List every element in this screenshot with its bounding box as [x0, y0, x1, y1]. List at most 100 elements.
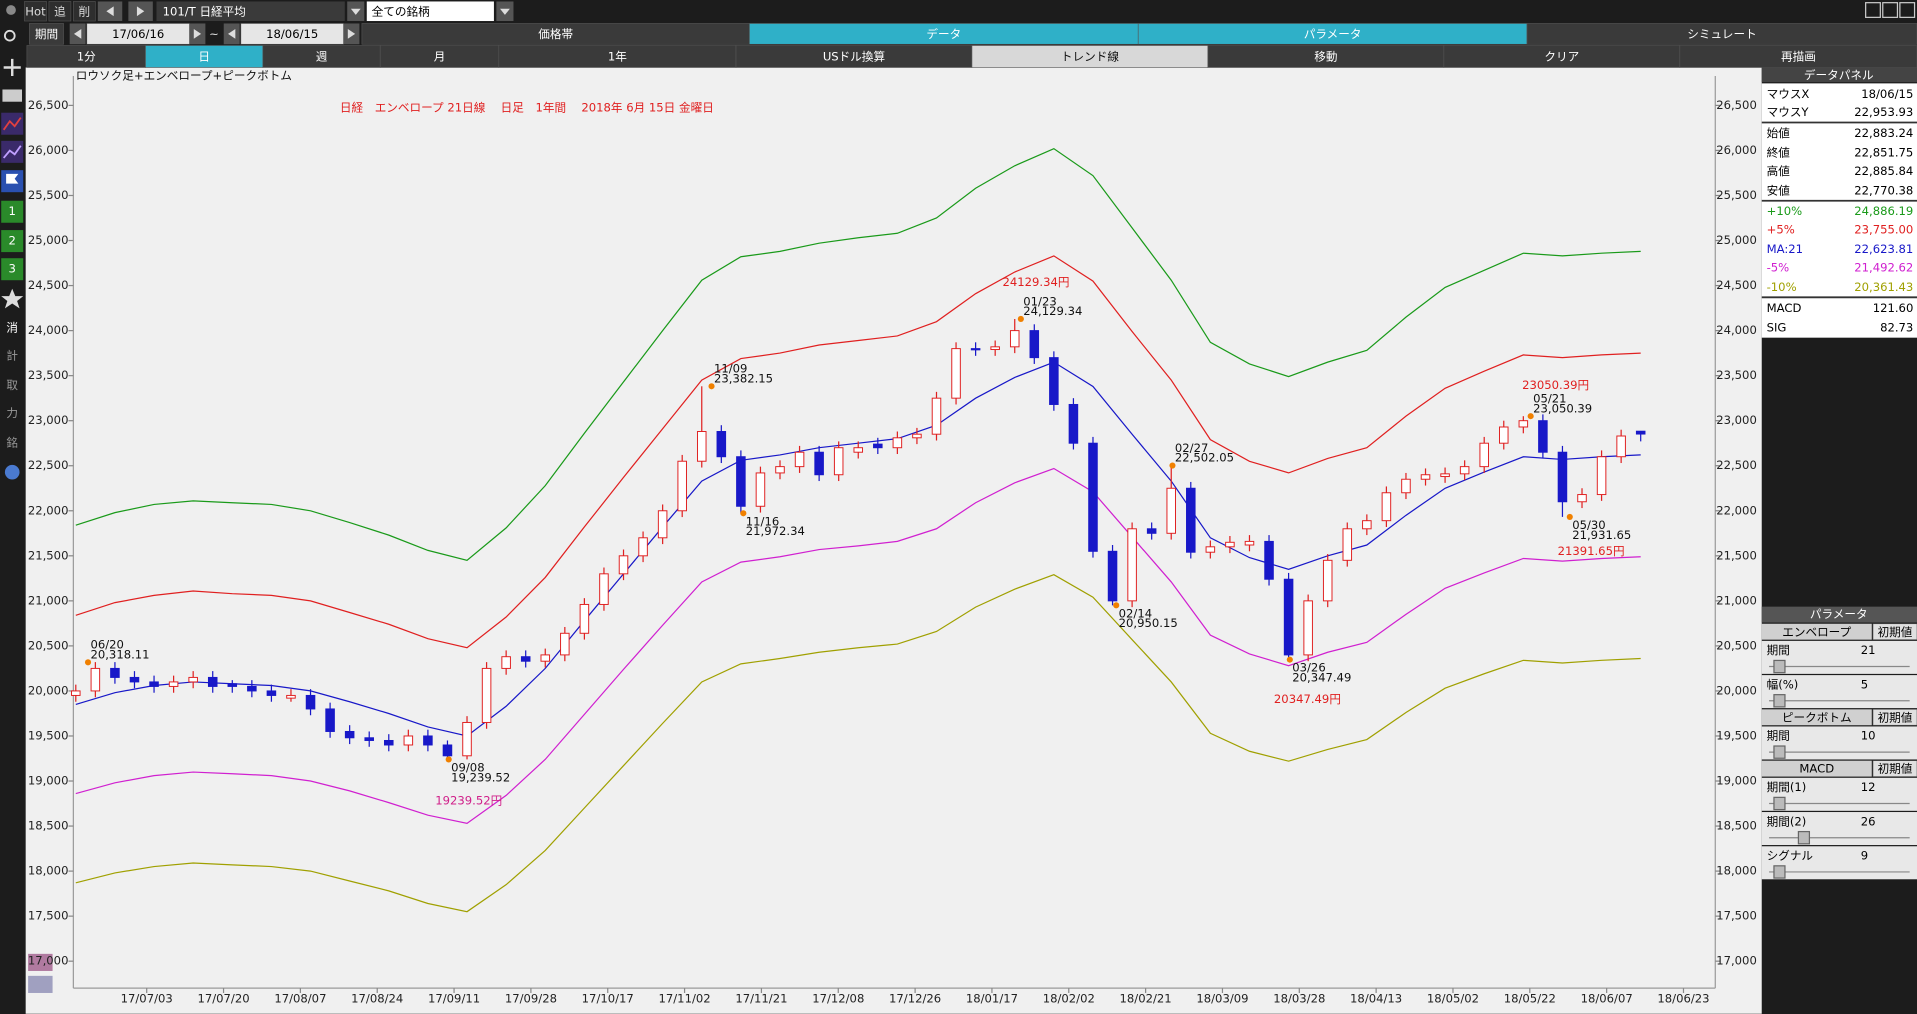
search-icon[interactable] — [3, 29, 16, 42]
arrow-icon — [193, 28, 202, 39]
interval-button-label: 移動 — [1314, 50, 1337, 64]
toolbar-button[interactable] — [48, 1, 72, 22]
interval-button[interactable] — [1679, 45, 1917, 68]
tool-box[interactable] — [1, 230, 24, 253]
arrow-icon — [228, 28, 236, 39]
cross-icon[interactable] — [3, 58, 21, 77]
star-icon[interactable] — [1, 288, 24, 309]
x-tick-label: 17/09/11 — [428, 992, 480, 1006]
slider-thumb[interactable] — [1773, 865, 1786, 879]
toolbar-button[interactable] — [24, 1, 47, 22]
peak-marker — [1566, 513, 1573, 520]
slider-thumb[interactable] — [1773, 745, 1786, 759]
param-row — [1761, 777, 1917, 811]
reset-button[interactable] — [1872, 709, 1917, 726]
bottom-icon[interactable] — [28, 953, 53, 971]
peak-date: 11/09 — [714, 362, 747, 376]
y-tick-label: 25,500 — [28, 188, 69, 202]
x-tick-label: 17/11/02 — [659, 992, 711, 1006]
window-button[interactable] — [1865, 2, 1881, 18]
param-title: パラメータ — [1810, 607, 1868, 621]
slider-thumb[interactable] — [1773, 659, 1786, 674]
reset-button[interactable] — [1872, 760, 1917, 777]
y-tick-label: 18,000 — [1716, 864, 1757, 878]
x-tick-label: 17/07/20 — [197, 992, 249, 1006]
candle-body — [912, 433, 922, 439]
candle-body — [716, 431, 727, 458]
interval-button-label: USドル換算 — [823, 50, 885, 64]
y-tick-label: 22,000 — [1716, 503, 1757, 517]
universe-box[interactable] — [366, 1, 494, 22]
peak-marker — [1527, 413, 1534, 420]
date-from[interactable] — [86, 23, 190, 45]
side-tool: 計 — [6, 349, 18, 363]
tab[interactable] — [1526, 23, 1917, 45]
y-tick-label: 22,000 — [28, 503, 69, 517]
interval-button-label: 1分 — [77, 50, 96, 64]
peak-date: 06/20 — [90, 638, 123, 652]
slider-thumb[interactable] — [1797, 830, 1811, 845]
chart-bg — [25, 67, 1762, 1014]
peak-label: 24,129.34 — [1023, 304, 1082, 318]
tool-box[interactable] — [1, 200, 24, 223]
universe-text: 全ての銘柄 — [372, 4, 430, 18]
bulb-icon[interactable] — [6, 5, 16, 15]
peak-date: 05/30 — [1572, 518, 1605, 532]
candle-body — [931, 397, 942, 435]
panel-value: 21,492.62 — [1854, 260, 1913, 274]
candle-body — [1420, 474, 1431, 480]
panel-label: MA:21 — [1767, 242, 1803, 256]
tool-box[interactable] — [1, 258, 24, 281]
candle-body — [403, 735, 414, 746]
y-tick-label: 17,500 — [1716, 909, 1757, 923]
dropdown-icon — [500, 8, 510, 15]
panel-label: -10% — [1767, 280, 1797, 294]
x-tick-label: 17/07/03 — [121, 992, 173, 1006]
arrow-icon — [73, 28, 82, 39]
slider-thumb[interactable] — [1773, 796, 1786, 811]
candle-body — [833, 447, 844, 476]
group-name: MACD — [1799, 762, 1834, 776]
panel-value: 22,953.93 — [1854, 105, 1913, 119]
param-value: 21 — [1861, 643, 1876, 657]
param-label: 期間(2) — [1767, 814, 1807, 828]
date-to[interactable] — [240, 23, 344, 45]
panel-label: +5% — [1767, 223, 1795, 237]
candle-body — [1244, 540, 1255, 546]
panel-value: 82.73 — [1880, 320, 1913, 334]
panel-label: SIG — [1767, 320, 1787, 334]
candle-body — [1127, 528, 1137, 602]
callout: 24129.34円 — [1003, 275, 1070, 289]
side-tool: 1 — [9, 204, 16, 218]
candle-body — [696, 431, 707, 462]
candle-body — [618, 555, 629, 575]
peak-label: 20,950.15 — [1119, 616, 1178, 630]
candle-body — [442, 744, 453, 757]
slider-thumb[interactable] — [1773, 694, 1786, 708]
interval-button-label: クリア — [1544, 50, 1579, 64]
reset-button[interactable] — [1872, 623, 1917, 640]
candle-body — [110, 667, 120, 678]
x-tick-label: 17/12/26 — [889, 992, 941, 1006]
toolbar-button-label: Hot — [25, 4, 46, 18]
y-tick-label: 25,500 — [1716, 188, 1757, 202]
reset-button-label: 初期値 — [1878, 710, 1913, 724]
gear-icon[interactable] — [4, 464, 20, 480]
tab-label: データ — [926, 27, 961, 41]
group-header — [1761, 623, 1872, 640]
window-button[interactable] — [1899, 2, 1916, 18]
candle-body — [755, 472, 766, 507]
bottom-icon[interactable] — [28, 975, 53, 993]
candle-body — [638, 537, 648, 557]
panel-label: 安値 — [1767, 183, 1791, 197]
window-button[interactable] — [1882, 2, 1899, 18]
param-row — [1761, 640, 1917, 674]
candle-body — [1518, 420, 1529, 428]
candle-body — [90, 667, 101, 692]
toolbar-button[interactable] — [73, 1, 96, 22]
camera-icon[interactable] — [2, 89, 23, 102]
peak-marker — [1113, 602, 1120, 609]
envelope-line — [75, 255, 1641, 649]
x-tick-label: 18/05/02 — [1427, 992, 1479, 1006]
code-box[interactable] — [156, 1, 345, 22]
